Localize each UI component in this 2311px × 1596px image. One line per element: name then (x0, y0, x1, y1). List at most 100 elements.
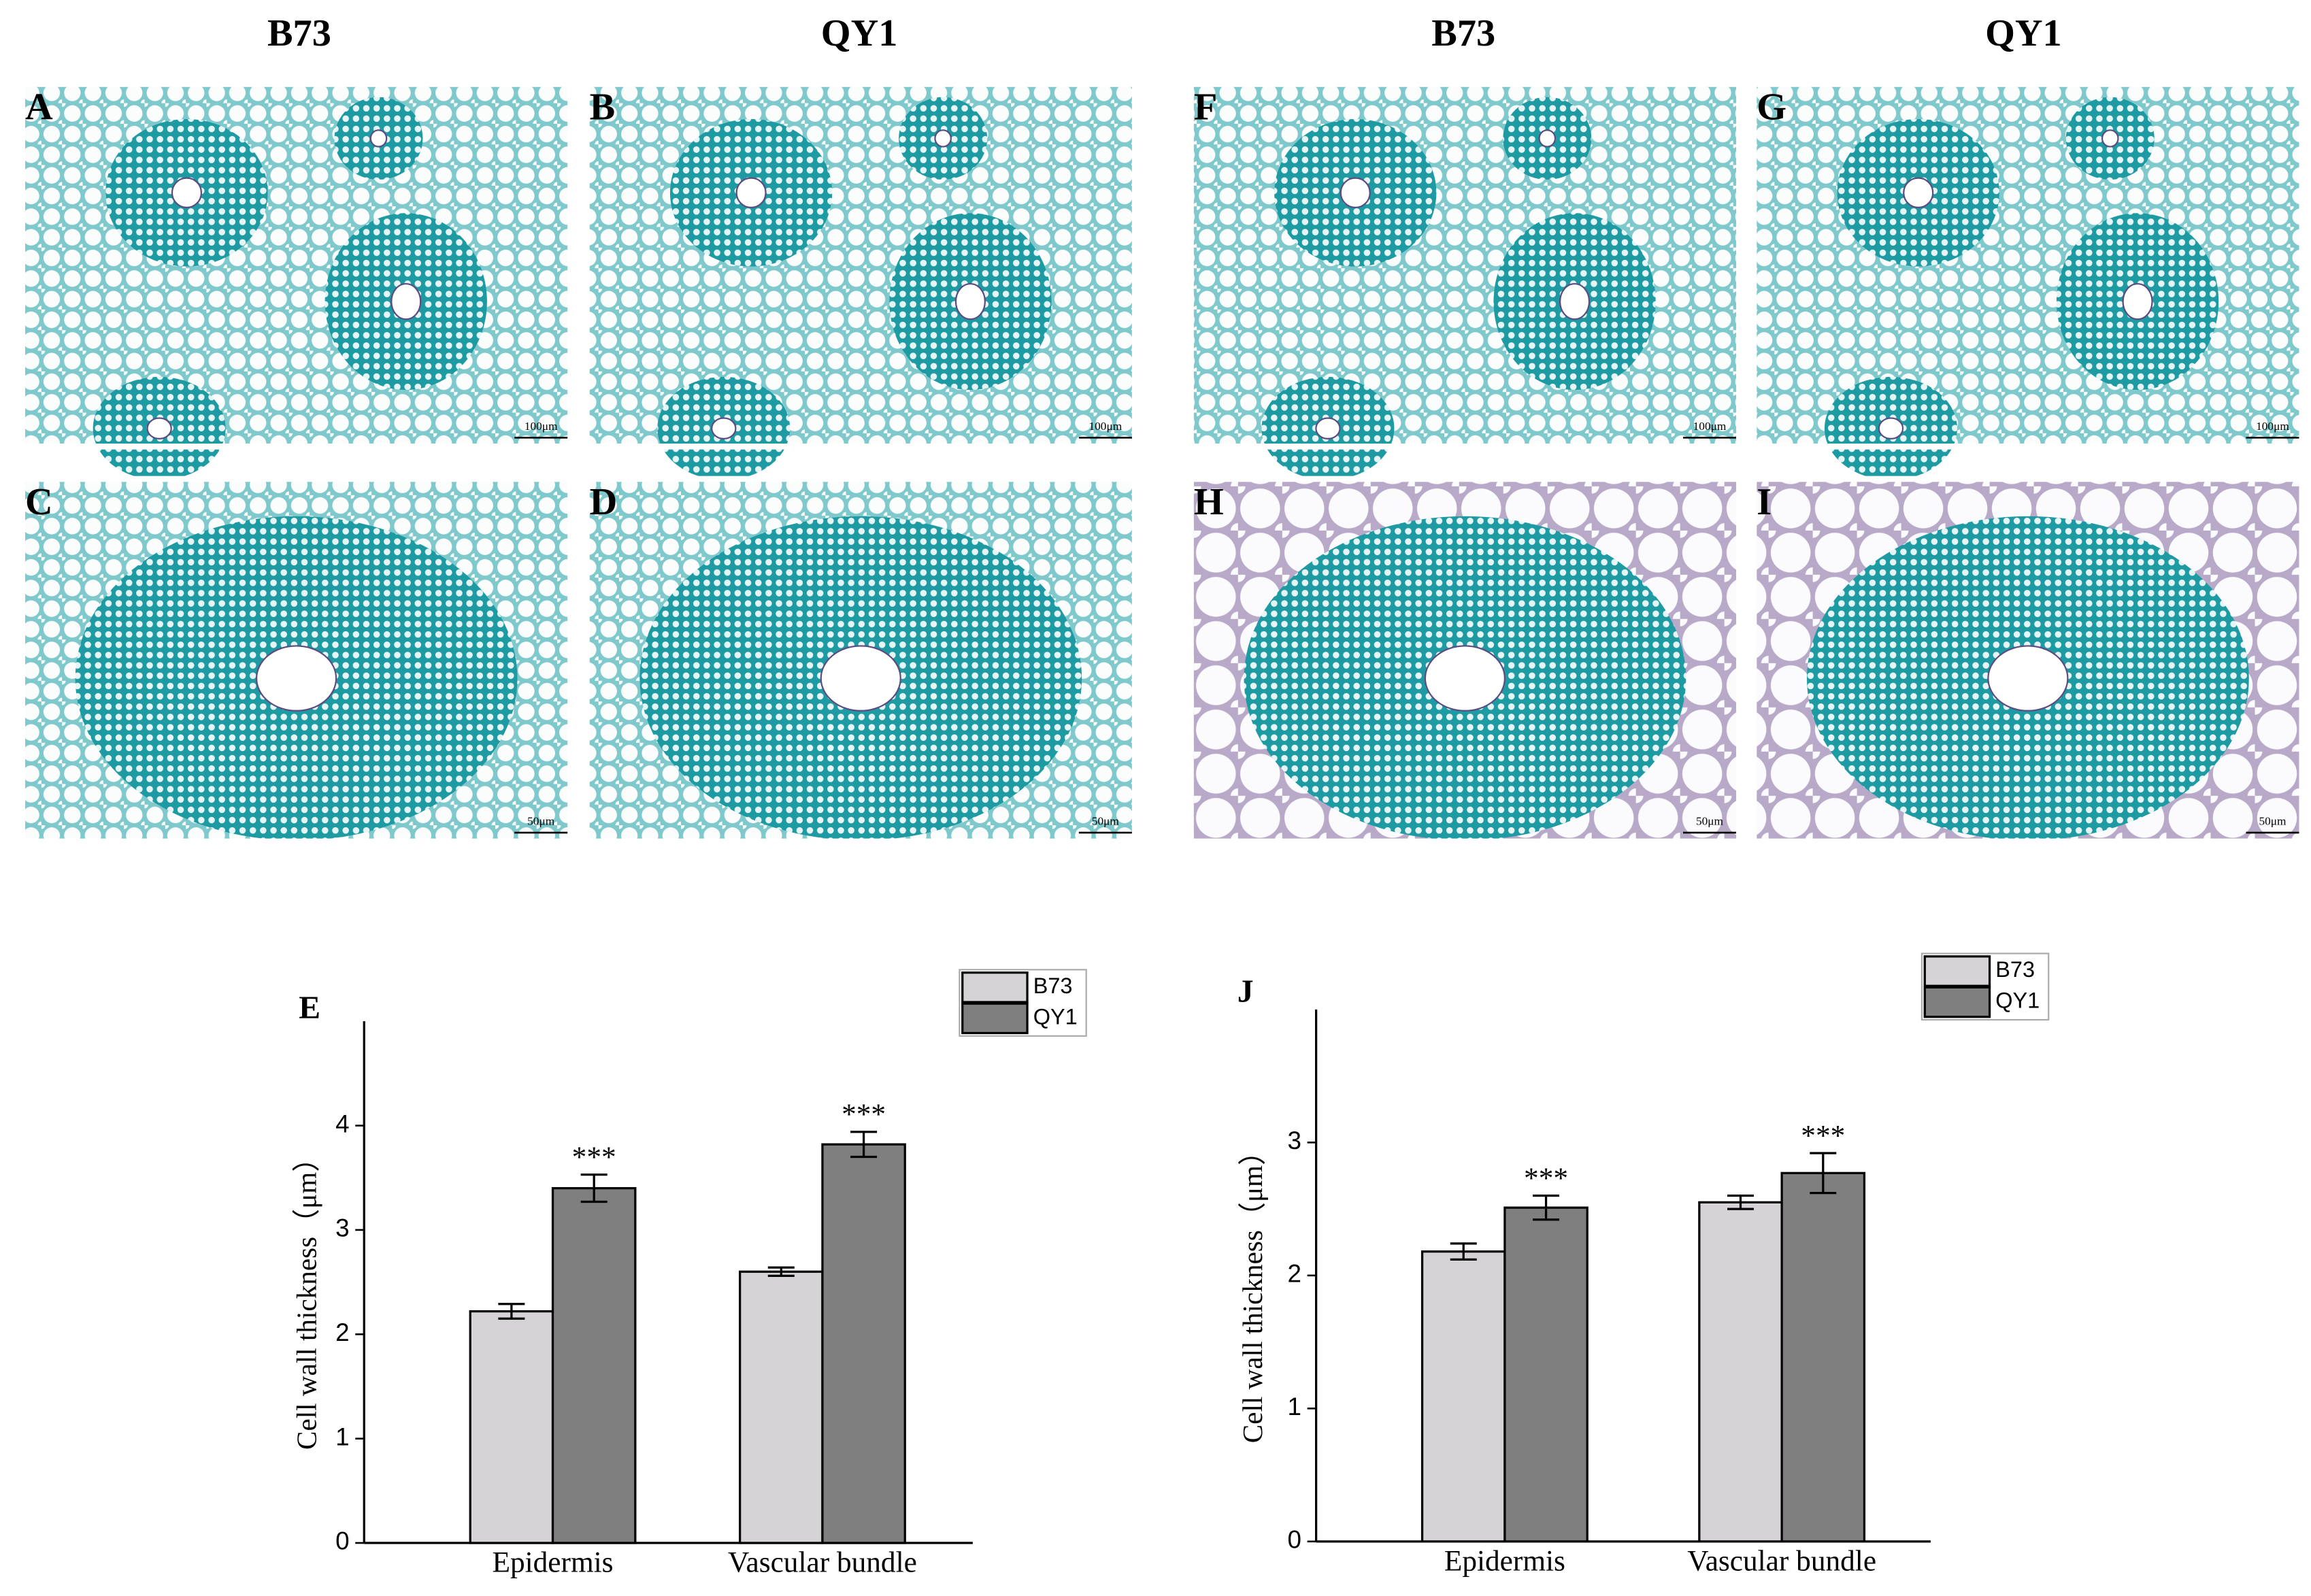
significance: *** (1524, 1162, 1568, 1195)
scale-bar-label: 50μm (527, 815, 555, 828)
micrograph (1753, 84, 2302, 447)
column-header: QY1 (821, 12, 898, 54)
vessel (369, 129, 388, 148)
panel-frame (1188, 81, 1742, 450)
panel-frame (1188, 476, 1742, 845)
panel-frame (1750, 81, 2306, 450)
error-bar (1533, 1194, 1560, 1221)
scale-bar-label: 100μm (2256, 420, 2289, 433)
scale-bar-label: 100μm (1693, 420, 1727, 433)
bar (1698, 1201, 1783, 1543)
x-tick-label: Vascular bundle (728, 1546, 917, 1578)
significance: *** (842, 1098, 886, 1131)
bar (1420, 1250, 1506, 1543)
bar (821, 1143, 906, 1544)
vessel (1315, 417, 1341, 439)
error-bar (1727, 1194, 1754, 1210)
error-bar (767, 1266, 795, 1278)
panel-label: I (1757, 481, 1772, 523)
vessel (2101, 129, 2119, 148)
panel-label: B (590, 86, 616, 128)
scale-bar-label: 50μm (1092, 815, 1120, 828)
significance: *** (572, 1141, 616, 1174)
y-tick-label: 3 (1287, 1127, 1301, 1154)
panel-label: C (25, 481, 53, 523)
panel-label: G (1757, 86, 1786, 128)
y-tick-label: 0 (335, 1527, 349, 1555)
y-tick-label: 1 (335, 1423, 349, 1450)
vessel (171, 177, 202, 209)
bar (551, 1186, 637, 1544)
scale-bar-label: 100μm (525, 420, 558, 433)
vessel (934, 129, 952, 148)
y-tick-label: 1 (1287, 1393, 1301, 1420)
vessel (256, 645, 337, 712)
panel-frame (19, 81, 573, 450)
panel-label: A (25, 86, 53, 128)
panel-label: H (1194, 481, 1224, 523)
y-axis-label: Cell wall thickness（μm） (291, 1144, 322, 1450)
scale-bar-label: 50μm (2259, 815, 2287, 828)
vessel (1987, 645, 2069, 712)
panel-label: J (1237, 974, 1254, 1010)
panel-frame (19, 476, 573, 845)
micrograph (586, 84, 1135, 447)
error-bar (1810, 1152, 1837, 1195)
panel-frame (584, 81, 1138, 450)
vessel (1340, 177, 1371, 209)
legend-label: QY1 (1995, 988, 2040, 1013)
vessel (390, 283, 422, 320)
legend-swatch (1923, 986, 1991, 1018)
legend-swatch (961, 971, 1029, 1003)
vessel (1559, 283, 1591, 320)
vessel (711, 417, 737, 439)
column-header: B73 (1431, 12, 1495, 54)
column-header: B73 (267, 12, 331, 54)
x-tick-label: Epidermis (1444, 1544, 1565, 1577)
vessel (820, 645, 901, 712)
vessel (1878, 417, 1904, 439)
vessel (1538, 129, 1557, 148)
vessel (954, 283, 986, 320)
x-tick-label: Epidermis (493, 1546, 614, 1578)
scale-bar-label: 100μm (1088, 420, 1122, 433)
error-bar (580, 1174, 608, 1203)
panel-label: E (299, 991, 320, 1026)
vessel (1903, 177, 1934, 209)
panel-frame (1750, 476, 2306, 845)
micrograph (1191, 84, 1740, 447)
micrograph (22, 84, 571, 447)
scale-bar-label: 50μm (1696, 815, 1724, 828)
bar (739, 1270, 824, 1544)
legend-label: QY1 (1033, 1004, 1078, 1029)
legend-swatch (961, 1002, 1029, 1035)
y-tick-label: 4 (335, 1110, 349, 1137)
panel-label: D (590, 481, 618, 523)
y-tick-label: 3 (335, 1214, 349, 1242)
panel-frame (584, 476, 1138, 845)
bar (469, 1310, 554, 1544)
y-tick-label: 2 (335, 1318, 349, 1346)
vessel (735, 177, 767, 209)
bar (1780, 1171, 1866, 1543)
column-header: QY1 (1985, 12, 2062, 54)
significance: *** (1801, 1119, 1845, 1152)
y-axis-label: Cell wall thickness（μm） (1237, 1137, 1268, 1443)
vessel (146, 417, 172, 439)
panel-label: F (1194, 86, 1217, 128)
vessel (2122, 283, 2153, 320)
legend-label: B73 (1995, 957, 2035, 982)
error-bar (850, 1131, 878, 1159)
x-tick-label: Vascular bundle (1687, 1544, 1876, 1577)
y-tick-label: 0 (1287, 1526, 1301, 1554)
error-bar (498, 1303, 525, 1320)
bar (1503, 1206, 1589, 1543)
legend-label: B73 (1033, 974, 1073, 998)
y-tick-label: 2 (1287, 1260, 1301, 1288)
legend-swatch (1923, 955, 1991, 987)
error-bar (1450, 1242, 1477, 1261)
